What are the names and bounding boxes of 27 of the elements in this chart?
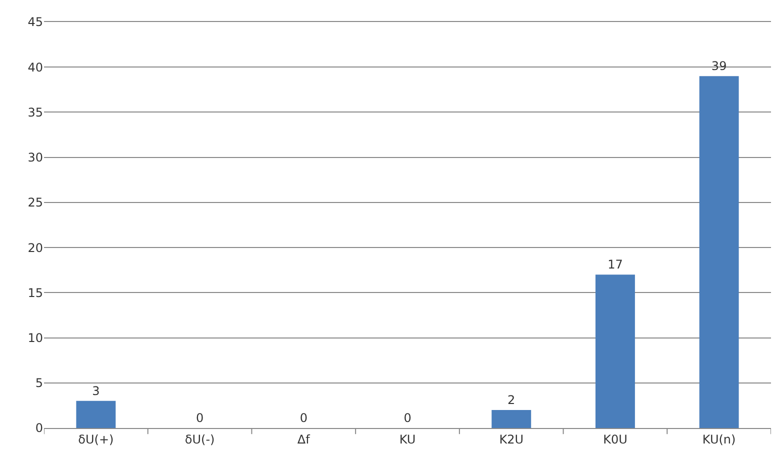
y-tick-label: 20 bbox=[28, 240, 43, 255]
y-tick-label: 5 bbox=[35, 376, 43, 390]
x-tick-label: KU(n) bbox=[702, 432, 736, 446]
x-tick-label: KU bbox=[399, 432, 416, 446]
y-tick-label: 30 bbox=[28, 150, 43, 165]
data-label: 0 bbox=[196, 411, 204, 425]
y-tick-label: 40 bbox=[28, 60, 43, 74]
data-label: 0 bbox=[404, 411, 412, 425]
y-tick-label: 45 bbox=[28, 15, 43, 30]
bar bbox=[492, 410, 532, 428]
data-label: 0 bbox=[300, 411, 308, 425]
x-tick-label: δU(+) bbox=[78, 432, 114, 446]
data-label: 2 bbox=[508, 392, 516, 407]
x-tick-label: K0U bbox=[603, 432, 628, 446]
bar bbox=[76, 400, 116, 428]
y-tick-label: 35 bbox=[28, 105, 43, 120]
data-label: 17 bbox=[608, 258, 623, 272]
x-tick-label: K2U bbox=[499, 432, 524, 446]
y-tick-label: 25 bbox=[28, 196, 43, 210]
bar bbox=[595, 274, 635, 428]
y-tick-label: 0 bbox=[35, 421, 43, 436]
x-tick-label: δU(-) bbox=[184, 432, 215, 446]
y-tick-label: 15 bbox=[28, 286, 43, 300]
data-label: 3 bbox=[92, 384, 100, 398]
y-tick-label: 10 bbox=[28, 330, 43, 345]
x-tick-label: Δf bbox=[297, 432, 311, 446]
bar bbox=[699, 76, 739, 428]
